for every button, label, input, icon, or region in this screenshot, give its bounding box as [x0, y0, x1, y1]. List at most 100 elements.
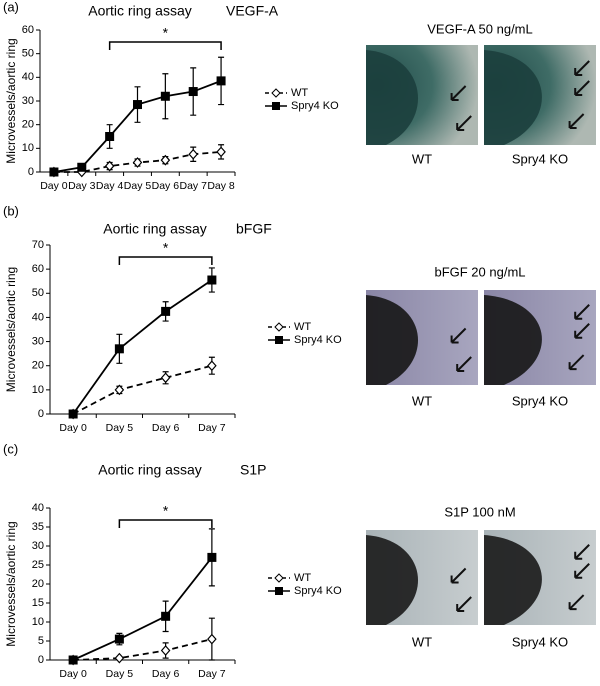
- photo-arrow: [568, 594, 585, 611]
- photo-arrow: [568, 113, 585, 129]
- y-tick-label: 10: [32, 384, 44, 396]
- legend-label: Spry4 KO: [294, 585, 342, 597]
- series-line: [73, 638, 213, 661]
- series-line: [72, 364, 213, 415]
- legend-label: WT: [294, 321, 311, 333]
- marker: [114, 652, 125, 664]
- y-axis-label: Microvessels/aortic ring: [4, 38, 18, 163]
- x-tick-label: Day 7: [179, 180, 207, 192]
- legend-label: Spry4 KO: [291, 100, 339, 112]
- y-tick-label: 30: [32, 335, 44, 347]
- marker: [161, 306, 171, 316]
- y-axis-label: Microvessels/aortic ring: [4, 521, 18, 646]
- photo-arrow: [568, 354, 585, 371]
- significance-bracket: [118, 519, 213, 528]
- marker: [160, 154, 171, 166]
- marker: [114, 344, 124, 354]
- y-tick-label: 30: [32, 540, 44, 552]
- marker: [133, 100, 142, 110]
- marker: [49, 167, 59, 177]
- marker: [160, 645, 171, 656]
- photo-title: bFGF 20 ng/mL: [434, 264, 525, 279]
- significance-star: *: [163, 503, 169, 519]
- y-tick-label: 10: [22, 142, 34, 154]
- photo-ring: [484, 295, 542, 385]
- marker: [216, 76, 226, 86]
- marker: [77, 162, 87, 172]
- x-tick-label: Day 5: [106, 422, 134, 434]
- photo-label: Spry4 KO: [512, 393, 568, 408]
- legend-marker: [275, 587, 283, 595]
- x-tick-label: Day 6: [152, 422, 180, 434]
- x-tick-label: Day 6: [152, 668, 180, 680]
- y-tick-label: 60: [22, 24, 34, 36]
- marker: [188, 87, 198, 97]
- y-tick-label: 35: [32, 521, 44, 533]
- photo-title: S1P 100 nM: [444, 504, 515, 519]
- photo-arrow: [574, 563, 590, 579]
- photo-title: VEGF-A 50 ng/mL: [427, 21, 533, 36]
- y-tick-label: 20: [22, 119, 34, 131]
- marker: [161, 611, 171, 621]
- marker: [160, 91, 170, 101]
- photo-arrow: [450, 567, 467, 584]
- x-tick-label: Day 8: [207, 180, 235, 192]
- y-tick-label: 50: [32, 287, 44, 299]
- x-tick-label: Day 5: [106, 668, 134, 680]
- y-tick-label: 0: [28, 166, 34, 178]
- photo-ring: [366, 535, 419, 625]
- x-tick-label: Day 7: [198, 668, 226, 680]
- marker: [68, 655, 78, 665]
- photo-label: WT: [412, 151, 432, 166]
- y-tick-label: 20: [32, 360, 44, 372]
- photo-arrow: [574, 60, 590, 76]
- legend-marker: [274, 573, 284, 583]
- legend-marker: [275, 336, 283, 344]
- y-tick-label: 60: [32, 263, 44, 275]
- marker: [68, 409, 78, 419]
- photo-label: WT: [412, 634, 432, 649]
- marker: [207, 633, 217, 645]
- marker: [104, 160, 115, 172]
- x-tick-label: Day 3: [68, 180, 96, 192]
- legend-marker: [272, 102, 280, 110]
- legend-marker: [274, 322, 284, 332]
- photo-arrow: [456, 596, 472, 612]
- photo-label: WT: [412, 393, 432, 408]
- x-tick-label: Day 7: [198, 422, 226, 434]
- photo-arrow: [574, 544, 590, 560]
- y-tick-label: 50: [22, 48, 34, 60]
- y-tick-label: 0: [38, 654, 44, 666]
- y-tick-label: 40: [22, 71, 34, 83]
- significance-bracket: [118, 256, 213, 265]
- photo-label: Spry4 KO: [512, 151, 568, 166]
- chart-title: Aortic ring assay: [88, 3, 191, 19]
- y-tick-label: 70: [32, 239, 44, 251]
- marker: [132, 157, 143, 168]
- photo-arrow: [450, 85, 467, 101]
- marker: [188, 148, 199, 160]
- series-line: [72, 279, 213, 415]
- y-tick-label: 40: [32, 311, 44, 323]
- marker: [105, 132, 115, 141]
- panel-label: (c): [3, 441, 18, 456]
- y-tick-label: 10: [32, 616, 44, 628]
- marker: [114, 384, 125, 396]
- photo-label: Spry4 KO: [512, 634, 568, 649]
- legend-label: Spry4 KO: [294, 334, 342, 346]
- x-tick-label: Day 0: [59, 668, 87, 680]
- photo-ring: [484, 50, 542, 145]
- chart-subtitle: S1P: [240, 462, 266, 478]
- x-tick-label: Day 4: [96, 180, 124, 192]
- x-tick-label: Day 0: [59, 422, 87, 434]
- chart-subtitle: VEGF-A: [226, 3, 279, 19]
- significance-star: *: [163, 240, 169, 256]
- marker: [160, 372, 171, 384]
- photo-ring: [484, 535, 542, 625]
- photo-ring: [366, 295, 419, 385]
- y-axis-label: Microvessels/aortic ring: [4, 267, 18, 392]
- photo-arrow: [456, 115, 472, 131]
- significance-star: *: [163, 25, 169, 41]
- panel-label: (b): [3, 203, 19, 218]
